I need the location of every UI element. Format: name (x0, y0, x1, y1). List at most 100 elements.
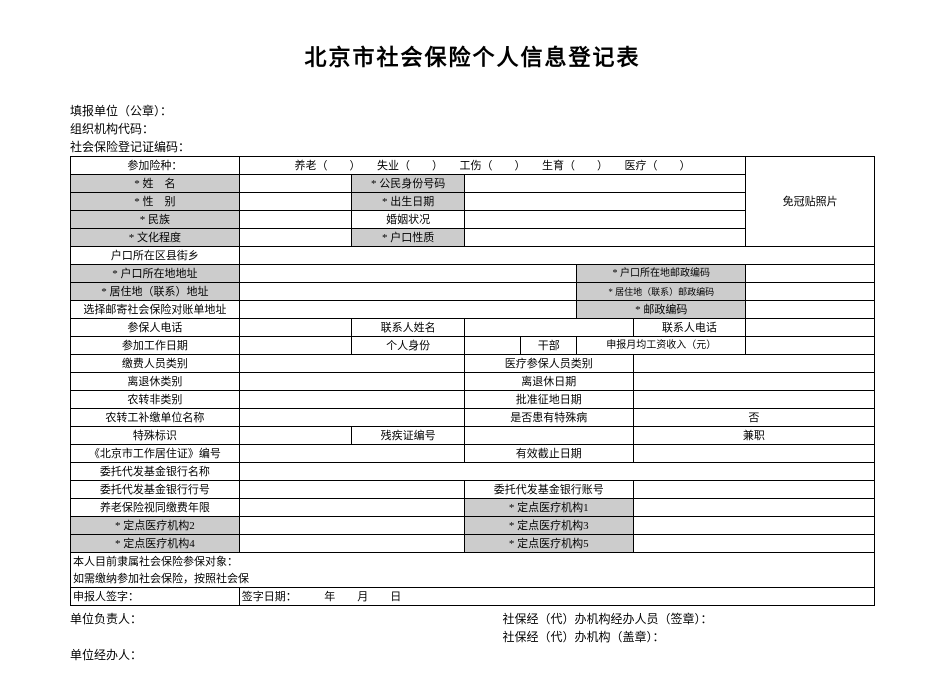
label-bank-code: 委托代发基金银行行号 (71, 481, 240, 499)
label-hukou-addr: * 户口所在地地址 (71, 265, 240, 283)
footer-unit-handler: 单位经办人： (70, 646, 473, 664)
field-bank-name[interactable] (239, 463, 874, 481)
label-ethnic: * 民族 (71, 211, 240, 229)
label-hosp3: * 定点医疗机构3 (464, 517, 633, 535)
field-disability-id[interactable] (464, 427, 633, 445)
field-special-flag[interactable] (239, 427, 352, 445)
field-payer-type[interactable] (239, 355, 464, 373)
label-retire-date: 离退休日期 (464, 373, 633, 391)
page-title: 北京市社会保险个人信息登记表 (70, 40, 875, 72)
footer-block: 单位负责人： 单位经办人： 社保经（代）办机构经办人员（签章）： 社保经（代）办… (70, 610, 875, 664)
field-ethnic[interactable] (239, 211, 352, 229)
field-valid-until[interactable] (633, 445, 874, 463)
field-bank-acct[interactable] (633, 481, 874, 499)
label-pension-years: 养老保险视同缴费年限 (71, 499, 240, 517)
label-hosp2: * 定点医疗机构2 (71, 517, 240, 535)
label-parttime: 兼职 (633, 427, 874, 445)
field-retire-date[interactable] (633, 373, 874, 391)
label-sign-date: 签字日期： 年 月 日 (239, 588, 874, 606)
label-insured-phone: 参保人电话 (71, 319, 240, 337)
header-lines: 填报单位（公章）： 组织机构代码： 社会保险登记证编码： (70, 102, 875, 156)
footer-agency-seal: 社保经（代）办机构（盖章）： (503, 628, 876, 646)
label-mail-zip: * 邮政编码 (577, 301, 746, 319)
label-hukou-zip: * 户口所在地邮政编码 (577, 265, 746, 283)
label-approve-land-date: 批准征地日期 (464, 391, 633, 409)
label-hukou-district: 户口所在区县街乡 (71, 247, 240, 265)
field-name[interactable] (239, 175, 352, 193)
label-work-permit: 《北京市工作居住证》编号 (71, 445, 240, 463)
field-hukou-type[interactable] (464, 229, 745, 247)
label-gender: * 性 别 (71, 193, 240, 211)
field-work-date[interactable] (239, 337, 352, 355)
field-personal-id[interactable] (464, 337, 520, 355)
label-med-type: 医疗参保人员类别 (464, 355, 633, 373)
label-avg-wage: 申报月均工资收入（元） (577, 337, 746, 355)
registration-form-table: 参加险种： 养老（ ） 失业（ ） 工伤（ ） 生育（ ） 医疗（ ） 免冠贴照… (70, 156, 875, 606)
field-hosp4[interactable] (239, 535, 464, 553)
label-nzf-type: 农转非类别 (71, 391, 240, 409)
label-idnum: * 公民身份号码 (352, 175, 465, 193)
field-gender[interactable] (239, 193, 352, 211)
field-med-type[interactable] (633, 355, 874, 373)
field-birth[interactable] (464, 193, 745, 211)
header-line-3: 社会保险登记证编码： (70, 138, 875, 156)
footer-agency-handler: 社保经（代）办机构经办人员（签章）： (503, 610, 876, 628)
field-hosp1[interactable] (633, 499, 874, 517)
field-avg-wage[interactable] (746, 337, 875, 355)
label-hosp4: * 定点医疗机构4 (71, 535, 240, 553)
field-contact-phone[interactable] (746, 319, 875, 337)
label-bank-name: 委托代发基金银行名称 (71, 463, 240, 481)
field-mail-zip[interactable] (746, 301, 875, 319)
field-work-permit[interactable] (239, 445, 464, 463)
field-pension-years[interactable] (239, 499, 464, 517)
field-hosp3[interactable] (633, 517, 874, 535)
declaration-text: 如需缴纳参加社会保险，按照社会保 (73, 573, 249, 585)
field-insured-phone[interactable] (239, 319, 352, 337)
label-personal-id: 个人身份 (352, 337, 465, 355)
label-hukou-type: * 户口性质 (352, 229, 465, 247)
field-hosp2[interactable] (239, 517, 464, 535)
field-bank-code[interactable] (239, 481, 464, 499)
label-valid-until: 有效截止日期 (464, 445, 633, 463)
label-marital: 婚姻状况 (352, 211, 465, 229)
value-special-disease: 否 (633, 409, 874, 427)
field-marital[interactable] (464, 211, 745, 229)
field-res-zip[interactable] (746, 283, 875, 301)
field-mail-addr[interactable] (239, 301, 577, 319)
value-cadre: 干部 (521, 337, 577, 355)
header-line-1: 填报单位（公章）： (70, 102, 875, 120)
insurance-label: 参加险种： (71, 157, 240, 175)
label-sign: 申报人签字： (71, 588, 240, 606)
photo-box: 免冠贴照片 (746, 157, 875, 247)
label-payer-type: 缴费人员类别 (71, 355, 240, 373)
label-current-object: 本人目前隶属社会保险参保对象： (71, 553, 875, 571)
label-contact-phone: 联系人电话 (633, 319, 746, 337)
label-retire-type: 离退休类别 (71, 373, 240, 391)
field-nzg-unit[interactable] (239, 409, 464, 427)
label-birth: * 出生日期 (352, 193, 465, 211)
insurance-options: 养老（ ） 失业（ ） 工伤（ ） 生育（ ） 医疗（ ） (239, 157, 745, 175)
label-special-flag: 特殊标识 (71, 427, 240, 445)
header-line-2: 组织机构代码： (70, 120, 875, 138)
declaration-row: 如需缴纳参加社会保险，按照社会保 (71, 570, 875, 588)
field-hukou-zip[interactable] (746, 265, 875, 283)
field-nzf-type[interactable] (239, 391, 464, 409)
footer-unit-leader: 单位负责人： (70, 610, 473, 628)
label-work-date: 参加工作日期 (71, 337, 240, 355)
field-contact-name[interactable] (464, 319, 633, 337)
field-approve-land-date[interactable] (633, 391, 874, 409)
field-hukou-district[interactable] (239, 247, 874, 265)
field-hosp5[interactable] (633, 535, 874, 553)
label-hosp5: * 定点医疗机构5 (464, 535, 633, 553)
field-res-addr[interactable] (239, 283, 577, 301)
label-name: * 姓 名 (71, 175, 240, 193)
label-special-disease: 是否患有特殊病 (464, 409, 633, 427)
label-nzg-unit: 农转工补缴单位名称 (71, 409, 240, 427)
label-res-zip: * 居住地（联系）邮政编码 (577, 283, 746, 301)
field-idnum[interactable] (464, 175, 745, 193)
field-hukou-addr[interactable] (239, 265, 577, 283)
label-hosp1: * 定点医疗机构1 (464, 499, 633, 517)
field-retire-type[interactable] (239, 373, 464, 391)
field-edu[interactable] (239, 229, 352, 247)
label-contact-name: 联系人姓名 (352, 319, 465, 337)
